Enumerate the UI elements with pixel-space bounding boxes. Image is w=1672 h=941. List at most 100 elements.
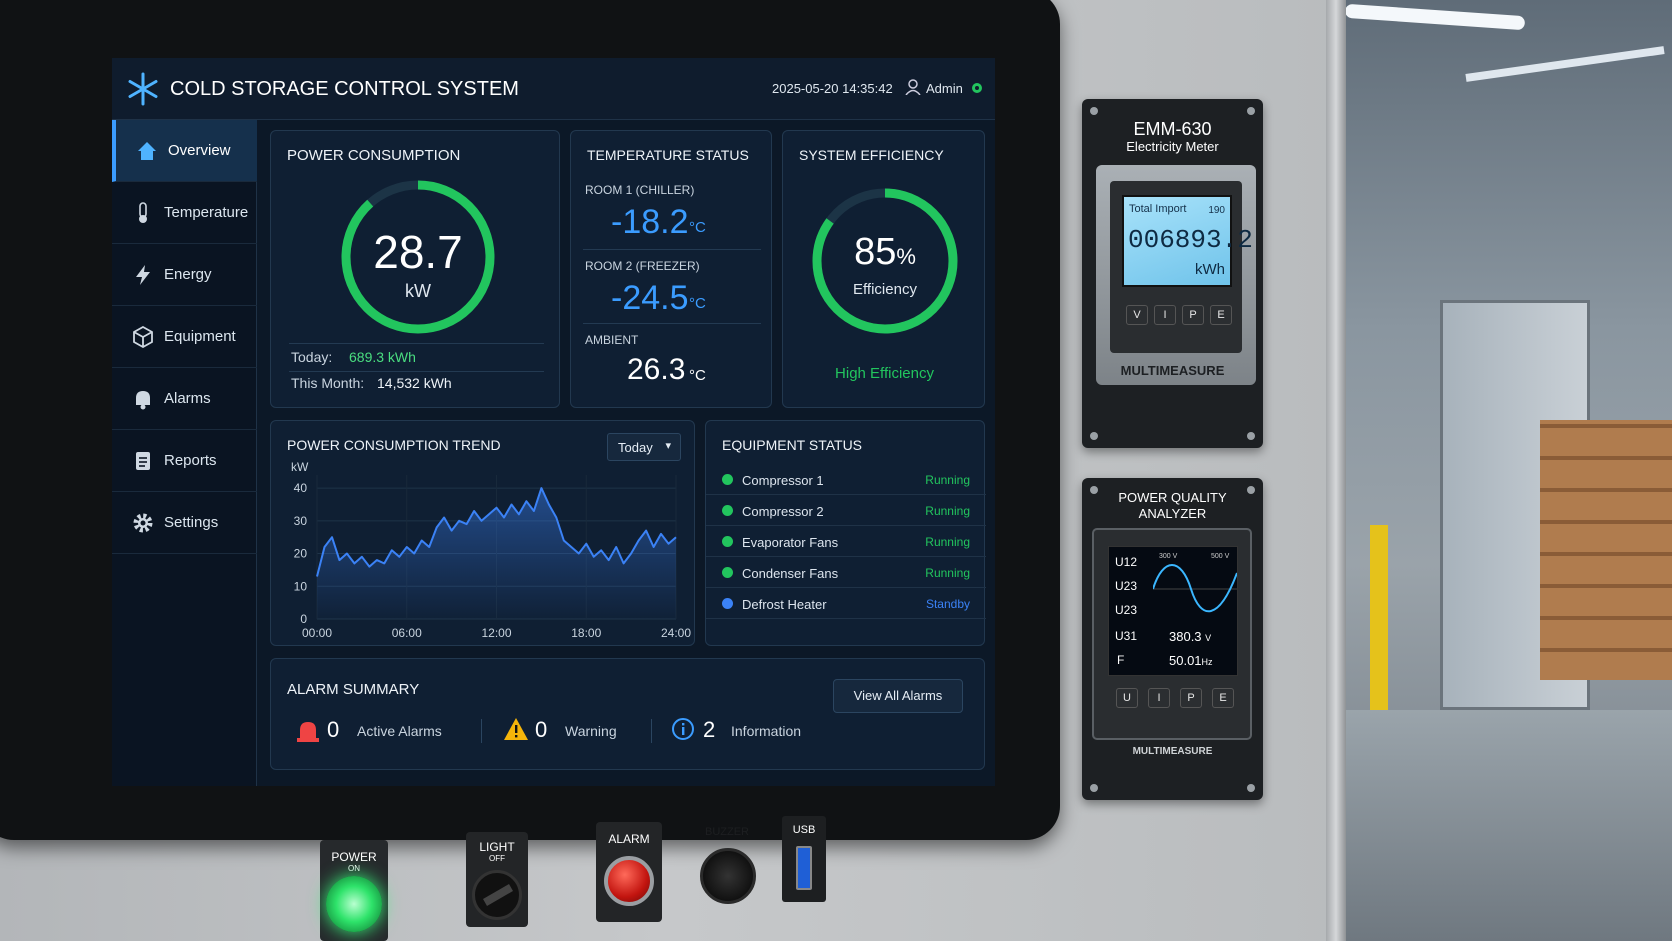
screw [1247,432,1255,440]
range-dropdown[interactable]: Today ▾ [607,433,681,461]
nav-item[interactable]: Equipment [112,306,257,368]
x-tick-label: 06:00 [392,626,422,640]
nav-item[interactable]: Settings [112,492,257,554]
power-value: 28.7 [373,226,463,278]
temperature-card: TEMPERATURE STATUS ROOM 1 (CHILLER) -18.… [570,130,772,408]
analyzer-button[interactable]: E [1212,688,1234,708]
y-tick-label: 20 [294,547,308,561]
alarm-button[interactable] [604,856,654,906]
usb-label: USB [792,824,816,836]
nav-item[interactable]: Overview [112,120,257,182]
nav-label: Energy [164,266,212,283]
decoration [136,452,150,470]
nav-item[interactable]: Reports [112,430,257,492]
analyzer-screen: U12 U23 U23 U31 F 300 V 500 V 380.3 V 50… [1108,546,1238,676]
nav-icon [138,142,156,160]
meter-button[interactable]: V [1126,305,1148,325]
phase-label: U12 [1115,555,1138,569]
divider [583,249,761,250]
screw [1247,784,1255,792]
screw [1247,107,1255,115]
analyzer-button[interactable]: U [1116,688,1138,708]
decoration [128,72,158,106]
voltage-unit: V [1205,633,1212,643]
info-label: Information [731,723,802,739]
room-label: ROOM 1 (CHILLER) [585,183,695,197]
decoration [682,723,685,726]
phase-label: U23 [1115,579,1138,593]
nav-label: Temperature [164,204,249,221]
equipment-row: Condenser Fans Running [706,558,986,588]
month-label: This Month: [291,375,365,391]
equipment-row: Compressor 2 Running [706,496,986,526]
decoration [139,202,147,218]
equipment-name: Defrost Heater [742,597,827,612]
y-tick-label: 10 [294,579,308,593]
trend-chart: kW 0 10 20 30 40 00:00 06:00 12:00 18:00 24:00 [291,461,691,640]
analyzer-button[interactable]: I [1148,688,1170,708]
equipment-name: Compressor 1 [742,473,824,488]
nav-item[interactable]: Energy [112,244,257,306]
nav-item[interactable]: Alarms [112,368,257,430]
status-dot [722,567,733,578]
scale-label: 300 V [1159,553,1178,560]
equipment-list: Compressor 1 Running Compressor 2 Running Ev… [706,465,986,635]
status-dot [972,83,982,93]
light-knob[interactable] [472,870,522,920]
x-tick-label: 12:00 [481,626,511,640]
room-temp: -24.5 [611,279,689,317]
nav-icon [136,391,150,410]
analyzer-title: POWER QUALITY [1118,490,1227,505]
equipment-status: Running [925,504,970,518]
user-name[interactable]: Admin [926,81,963,96]
screw [1090,432,1098,440]
room-temp: 26.3 [627,353,686,386]
info-count: 2 [703,717,716,742]
waveform [1153,564,1237,613]
month-value: 14,532 kWh [377,375,452,391]
meter-model: EMM-630 [1133,119,1212,139]
x-tick-label: 18:00 [571,626,601,640]
lcd-reading: 006893.2 [1128,225,1253,255]
decoration [905,89,921,95]
dropdown-caret: ▾ [665,440,671,452]
decoration [136,391,150,405]
screw [1090,784,1098,792]
nav-label: Settings [164,514,219,531]
meter-brand: MULTIMEASURE [1120,363,1225,378]
nav-item[interactable]: Temperature [112,182,257,244]
power-button[interactable] [326,876,382,932]
light-label: LIGHT [479,840,515,854]
equipment-row: Defrost Heater Standby [706,589,986,619]
nav-label: Alarms [164,390,211,407]
x-tick-label: 00:00 [302,626,332,640]
equipment-name: Condenser Fans [742,566,839,581]
analyzer-button[interactable]: P [1180,688,1202,708]
room-label: ROOM 2 (FREEZER) [585,259,700,273]
electricity-meter: EMM-630 Electricity Meter Total Import 1… [1082,99,1263,448]
divider [481,719,482,743]
nav-label: Equipment [164,328,236,345]
decoration [483,884,513,906]
scale-label: 500 V [1211,553,1230,560]
analyzer-value: 380.3 V [1169,629,1211,644]
warehouse [1344,0,1672,941]
equipment-status: Running [925,535,970,549]
trend-line [316,487,677,577]
view-alarms-button[interactable]: View All Alarms [833,679,963,713]
lcd-label: Total Import [1129,203,1187,215]
warning-label: Warning [565,723,617,739]
power-label: ON [348,864,360,873]
y-tick-label: 30 [294,514,308,528]
decoration [140,404,146,410]
logo-icon [128,72,158,106]
meter-button[interactable]: P [1182,305,1204,325]
efficiency-unit: % [896,244,916,269]
room-label: AMBIENT [585,333,639,347]
status-dot [722,474,733,485]
meter-button[interactable]: E [1210,305,1232,325]
usb-port[interactable] [796,846,812,890]
meter-button[interactable]: I [1154,305,1176,325]
screw [1090,486,1098,494]
